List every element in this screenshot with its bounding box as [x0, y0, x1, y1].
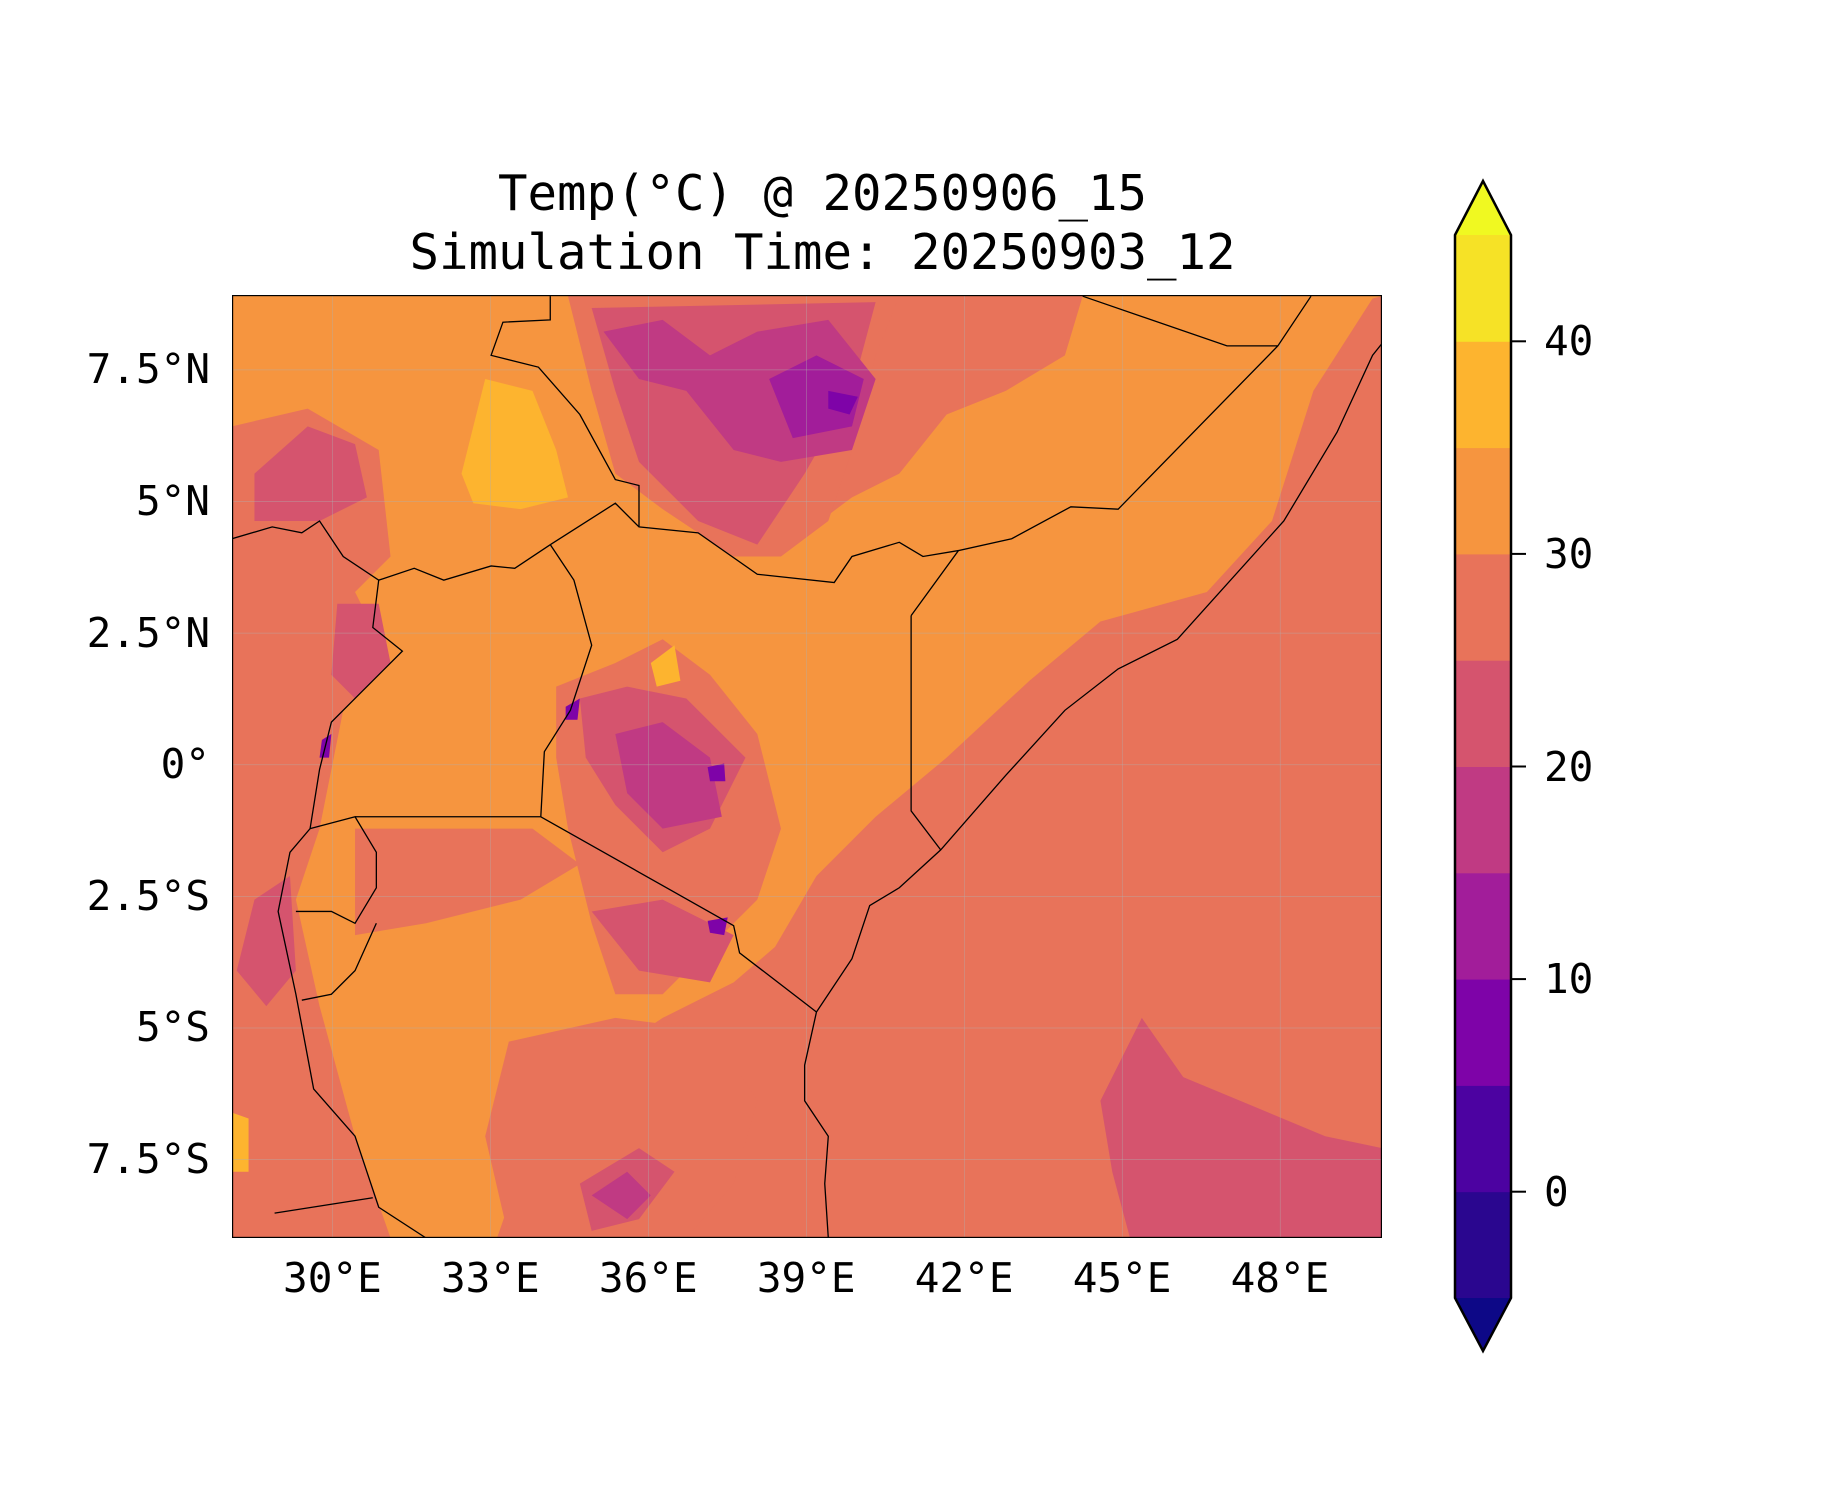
lat-tick-label: 7.5°N: [86, 345, 210, 394]
coral-region-tanzania-south: [485, 1017, 758, 1238]
hot-region-west: [232, 1112, 249, 1172]
lat-tick-label: 0°: [160, 740, 210, 789]
colorbar-band: [1455, 979, 1511, 1086]
pink-region-congo: [331, 603, 391, 699]
violet-region-kenya: [707, 763, 726, 782]
colorbar-band: [1455, 660, 1511, 767]
indian-ocean: [804, 343, 1382, 1238]
colorbar-band: [1455, 447, 1511, 555]
border-rwanda-burundi: [295, 816, 377, 925]
border-zambia: [274, 1197, 373, 1214]
hot-region-turkana: [650, 645, 681, 687]
border-kenya-tanzania: [540, 816, 817, 1013]
lat-tick-label: 5°S: [135, 1003, 210, 1052]
colorbar-tick-label: 10: [1544, 955, 1594, 1004]
lon-tick-label: 36°E: [598, 1254, 698, 1302]
colorbar-tick-label: 30: [1544, 529, 1594, 578]
colorbar-band: [1455, 341, 1511, 449]
lat-tick-label: 5°N: [135, 477, 210, 525]
border-ethiopia-kenya: [549, 502, 959, 584]
colorbar-tick-label: 0: [1544, 1167, 1569, 1216]
magenta-region-tanzania-s: [591, 1171, 651, 1220]
purple-region-ethiopia: [769, 355, 864, 439]
violet-region-elgon: [565, 698, 580, 720]
border-kenya-somalia: [910, 615, 942, 851]
lon-tick-label: 33°E: [440, 1254, 540, 1302]
colorbar-band: [1455, 872, 1511, 980]
lon-tick-label: 42°E: [914, 1254, 1014, 1302]
colorbar-band: [1455, 235, 1511, 342]
lat-tick-label: 2.5°S: [86, 871, 210, 920]
pink-region-rwanda: [236, 875, 296, 1007]
border-uganda-drc: [277, 580, 427, 1238]
border-somaliland: [1082, 295, 1278, 347]
chart-title-line-1: Temp(°C) @ 20250906_15: [497, 165, 1147, 222]
magenta-region-kenya: [615, 722, 722, 829]
lat-tick-label: 7.5°S: [86, 1135, 210, 1184]
lon-tick-label: 39°E: [756, 1254, 856, 1302]
colorbar-tick-label: 20: [1544, 742, 1594, 791]
coastline: [803, 343, 1382, 1238]
colorbar-band: [1455, 1191, 1511, 1299]
border-uganda-kenya: [540, 544, 593, 817]
hot-region-south-sudan: [461, 379, 569, 510]
ocean-cooler-band: [1100, 1017, 1382, 1238]
colorbar-band: [1455, 553, 1511, 661]
lon-tick-label: 30°E: [283, 1254, 382, 1302]
colorbar-band: [1455, 1085, 1511, 1193]
border-tanzania-burundi: [301, 923, 377, 1001]
pink-region-tanzania-ne: [591, 899, 734, 983]
violet-region-ethiopia: [828, 390, 858, 415]
colorbar: [1453, 178, 1526, 1354]
violet-region-kilimanjaro: [707, 917, 728, 936]
colorbar-under-arrow: [1455, 1298, 1511, 1351]
lon-tick-label: 45°E: [1072, 1254, 1172, 1302]
chart-title-line-2: Simulation Time: 20250903_12: [409, 224, 1236, 281]
lon-tick-label: 48°E: [1230, 1254, 1330, 1302]
colorbar-tick-label: 40: [1544, 317, 1594, 366]
colorbar-outline: [1453, 178, 1513, 1354]
colorbar-band: [1455, 766, 1511, 874]
colorbar-over-arrow: [1455, 181, 1511, 235]
coral-region-lake-victoria-south: [355, 828, 580, 936]
border-south-sudan-ethiopia: [490, 296, 640, 527]
lat-tick-label: 2.5°N: [86, 608, 210, 657]
pink-region-south-sudan: [254, 426, 367, 521]
temperature-map: [232, 295, 1382, 1238]
